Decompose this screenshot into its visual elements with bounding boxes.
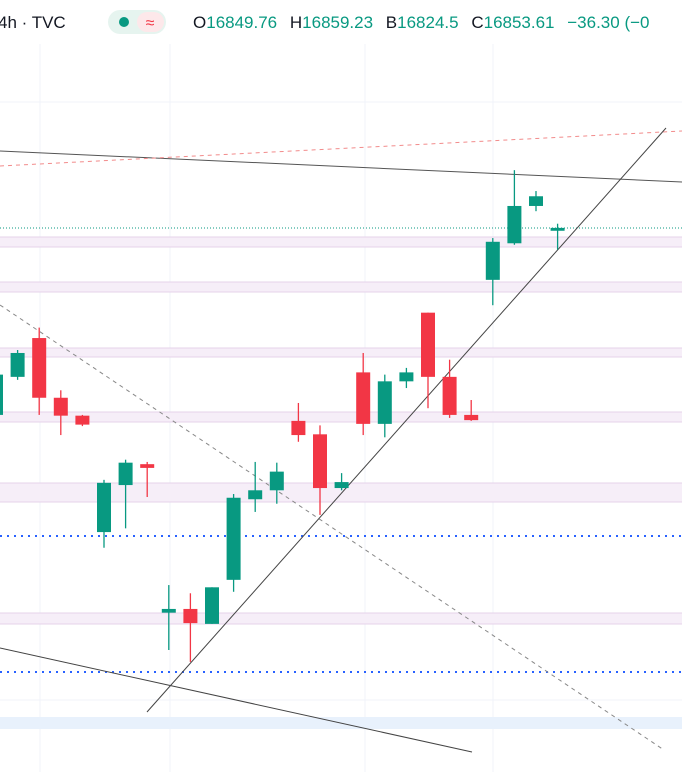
symbol: 4h · TVC	[0, 13, 66, 32]
candle-body	[161, 608, 176, 613]
c-value: 16853.61	[484, 13, 555, 32]
status-dot	[119, 17, 129, 27]
candle-body	[442, 376, 457, 415]
candle-body	[421, 312, 435, 377]
header: 4h · TVC ≈ O16849.76 H16859.23 B16824.5 …	[0, 0, 682, 44]
candle-body	[334, 482, 349, 489]
candle-body	[97, 482, 111, 533]
c-label: C	[471, 13, 483, 32]
candle-body	[464, 414, 479, 421]
candle-body	[399, 372, 414, 382]
trend-line	[0, 647, 473, 753]
candle-body	[269, 471, 284, 491]
ohlc: O16849.76 H16859.23 B16824.5 C16853.61 −…	[193, 13, 650, 32]
candle-body	[205, 587, 219, 624]
zone	[0, 281, 682, 293]
candle-body	[248, 490, 263, 500]
candle-body	[507, 205, 522, 244]
candle-body	[313, 434, 327, 489]
trend-line	[146, 127, 667, 713]
o-value: 16849.76	[206, 13, 277, 32]
candle-body	[291, 420, 306, 436]
l-label: B	[386, 13, 397, 32]
zone	[0, 236, 682, 248]
trend-line	[0, 304, 665, 751]
l-value: 16824.5	[397, 13, 458, 32]
candle-body	[226, 497, 241, 580]
candle-body	[10, 352, 25, 377]
change: −36.30 (−0	[567, 13, 649, 32]
o-label: O	[193, 13, 206, 32]
candle-body	[529, 196, 543, 206]
status-icon: ≈	[146, 15, 155, 32]
candle-body	[53, 397, 68, 416]
zone	[0, 612, 682, 625]
candle-body	[118, 462, 133, 486]
candle-body	[550, 227, 565, 231]
zone	[0, 411, 682, 423]
candle-body	[75, 415, 90, 425]
trend-line	[0, 150, 682, 183]
h-label: H	[290, 13, 302, 32]
h-value: 16859.23	[302, 13, 373, 32]
candle-body	[140, 464, 155, 468]
zone	[0, 347, 682, 358]
candle-body	[32, 338, 47, 398]
candle-body	[485, 241, 500, 280]
trend-line	[0, 130, 682, 167]
zones	[0, 236, 682, 625]
candle-body	[377, 381, 392, 424]
status-badge	[137, 12, 164, 32]
candle-body	[0, 374, 3, 415]
candle-body	[183, 608, 198, 624]
candles	[0, 170, 565, 662]
candle-body	[356, 372, 371, 424]
